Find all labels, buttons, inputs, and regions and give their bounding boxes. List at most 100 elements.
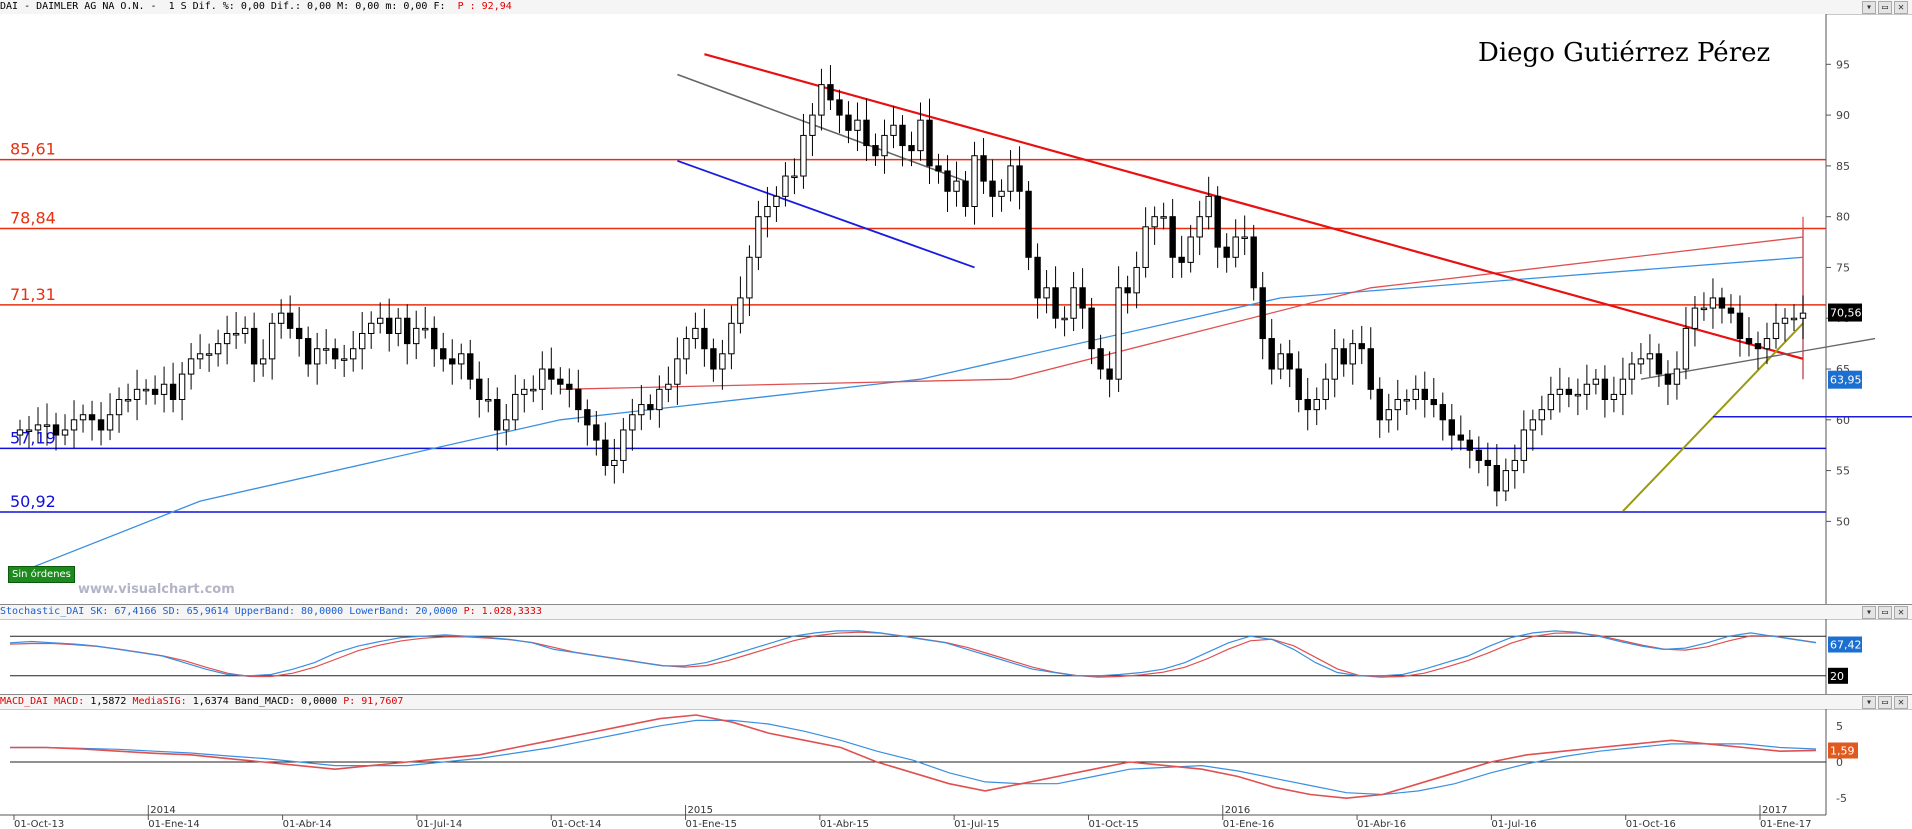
candle-body (566, 383, 573, 390)
candle-body (1709, 297, 1717, 309)
candle-body (1286, 353, 1293, 370)
candle-body (1088, 307, 1095, 350)
close-button[interactable]: ✕ (1894, 1, 1908, 14)
candle-body (1259, 287, 1266, 340)
y-tick-label: 95 (1836, 58, 1850, 71)
orders-badge[interactable]: Sin órdenes (8, 566, 75, 583)
candle-body (521, 388, 528, 395)
candle-body (1475, 449, 1483, 461)
macd-close-button[interactable]: ✕ (1894, 696, 1908, 709)
x-tick-label: 01-Abr-15 (820, 819, 869, 829)
candle-body (79, 414, 87, 421)
candle-body (205, 353, 213, 356)
candle-body (629, 414, 636, 431)
candle-body (1502, 470, 1510, 492)
candle-body (340, 358, 348, 361)
candle-body (331, 348, 339, 360)
candle-body (458, 353, 465, 365)
candle-body (1061, 317, 1068, 321)
x-tick-label: 01-Jul-15 (954, 819, 999, 829)
candle-body (115, 398, 123, 416)
candle-body (349, 348, 357, 360)
candle-body (1358, 343, 1365, 350)
y-tick-label: 50 (1836, 515, 1850, 528)
candle-body (647, 404, 654, 411)
candle-body (1007, 165, 1014, 192)
candle-body (1547, 393, 1555, 411)
candle-body (1799, 312, 1807, 319)
candle-body (1691, 307, 1699, 329)
candle-body (782, 175, 789, 197)
candle-body (386, 317, 393, 334)
candle-body (367, 322, 375, 334)
candle-body (800, 134, 807, 177)
macd-signal-line (10, 719, 1817, 796)
macd-restore-button[interactable]: ▭ (1878, 696, 1892, 709)
candle-body (1403, 398, 1410, 402)
ma-value-box (1828, 370, 1862, 389)
x-tick-label: 01-Ene-14 (148, 819, 199, 829)
price-chart[interactable]: 5055606570758085909585,6178,8471,3157,19… (0, 14, 1912, 604)
candle-body (151, 388, 159, 395)
year-label: 2014 (150, 805, 175, 816)
candle-body (611, 459, 618, 467)
stochastic-restore-button[interactable]: ▭ (1878, 606, 1892, 619)
stochastic-close-button[interactable]: ✕ (1894, 606, 1908, 619)
candle-body (1781, 317, 1789, 324)
stochastic-minimize-button[interactable]: ▾ (1862, 606, 1876, 619)
macd-line (10, 714, 1817, 800)
candle-body (1349, 343, 1356, 365)
candle-body (1448, 419, 1456, 436)
candle-body (1223, 246, 1230, 258)
candle-body (1151, 216, 1158, 228)
candle-body (1394, 398, 1401, 411)
candle-body (503, 419, 510, 431)
candle-body (133, 388, 141, 400)
macd-panel: MACD_DAI MACD: 1,5872 MediaSIG: 1,6374 B… (0, 694, 1912, 829)
stochastic-chart[interactable]: 67,42 20 (0, 619, 1912, 695)
candle-body (1187, 236, 1194, 263)
candle-body (476, 378, 483, 400)
candle-body (1628, 363, 1636, 380)
candle-body (1493, 465, 1501, 492)
candle-body (1421, 388, 1428, 400)
level-label: 78,84 (10, 208, 56, 227)
candle-body (656, 388, 663, 411)
candle-body (304, 338, 312, 365)
stochastic-panel: Stochastic_DAI SK: 67,4166 SD: 65,9614 U… (0, 604, 1912, 695)
macd-value-box (1828, 742, 1858, 759)
last-price-label: 70,56 (1830, 307, 1862, 320)
restore-button[interactable]: ▭ (1878, 1, 1892, 14)
candle-body (178, 373, 186, 400)
candle-body (1268, 338, 1275, 370)
candle-body (944, 170, 951, 192)
macd-chart[interactable]: -5 0 5 1,59 01-Oct-13 01-Ene-14 01-Abr-14 01-Ju… (0, 709, 1912, 829)
candle-body (1790, 317, 1798, 321)
candle-body (52, 424, 60, 436)
candle-body (1754, 343, 1762, 350)
candle-body (286, 312, 294, 329)
candle-body (440, 348, 447, 360)
macd-minimize-button[interactable]: ▾ (1862, 696, 1876, 709)
candle-body (1412, 388, 1419, 400)
candle-body (737, 297, 744, 324)
candle-body (818, 84, 825, 116)
candle-body (1322, 378, 1329, 400)
year-label: 2017 (1762, 805, 1787, 816)
candle-body (539, 368, 546, 390)
candle-body (1529, 419, 1537, 431)
candle-body (863, 119, 870, 147)
candle-body (962, 180, 969, 208)
candle-body (638, 404, 645, 416)
candle-body (602, 439, 609, 467)
x-tick-label: 01-Ene-17 (1760, 819, 1811, 829)
candle-body (1664, 373, 1672, 385)
candle-body (1520, 429, 1528, 461)
candle-body (764, 206, 771, 218)
minimize-button[interactable]: ▾ (1862, 1, 1876, 14)
x-tick-label: 01-Abr-16 (1357, 819, 1406, 829)
candle-body (971, 155, 978, 208)
candle-body (295, 327, 303, 340)
candle-body (1115, 287, 1122, 380)
macd-header: MACD_DAI MACD: 1,5872 MediaSIG: 1,6374 B… (0, 695, 1912, 710)
